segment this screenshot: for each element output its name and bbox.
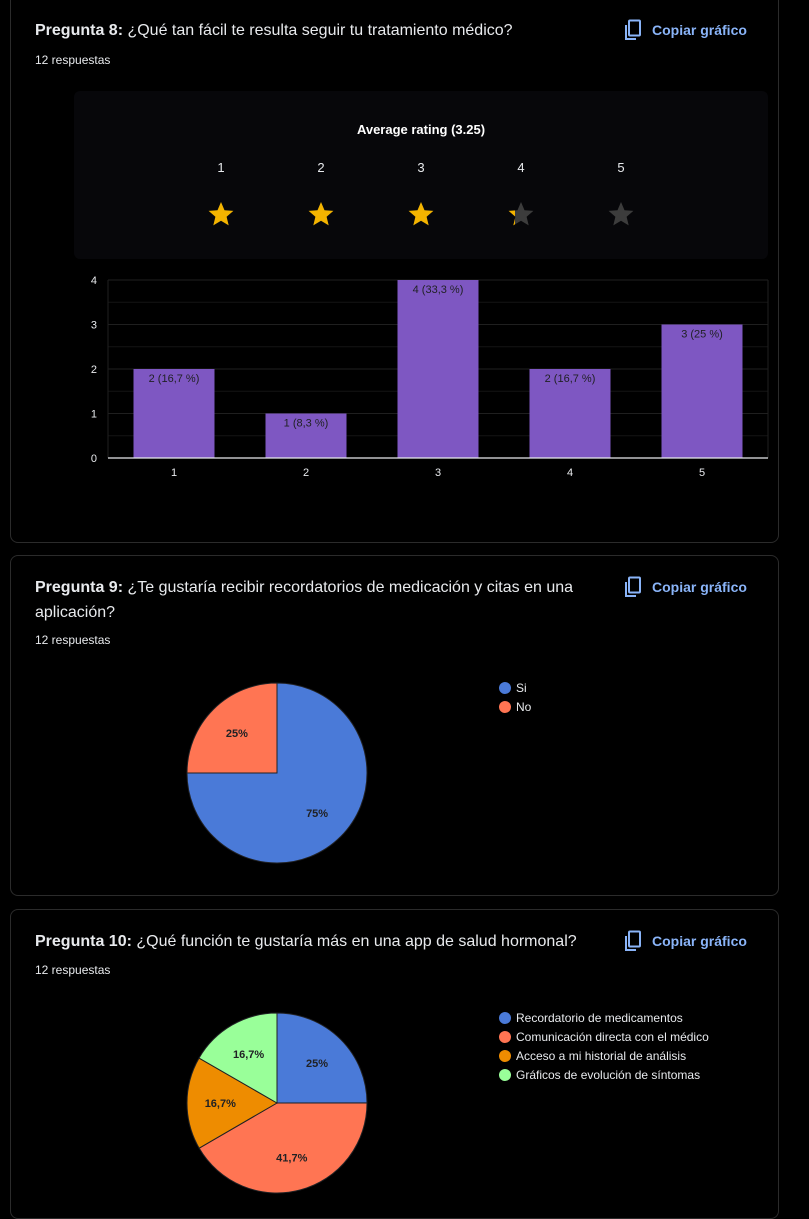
- question-text: ¿Te gustaría recibir recordatorios de me…: [35, 579, 574, 621]
- copy-chart-label: Copiar gráfico: [652, 579, 747, 595]
- star-icon: [308, 202, 334, 226]
- bar: [397, 280, 479, 458]
- question-text: ¿Qué función te gustaría más en una app …: [131, 933, 577, 950]
- pie-slice: [198, 1012, 278, 1104]
- copy-chart-button[interactable]: Copiar gráfico: [624, 19, 747, 41]
- pie-slice-label: 16,7%: [233, 1049, 264, 1061]
- legend-label: Gráficos de evolución de síntomas: [516, 1068, 701, 1082]
- question-card-8: Pregunta 8: ¿Qué tan fácil te resulta se…: [10, 0, 779, 543]
- bar-data-label: 3 (25 %): [681, 329, 723, 341]
- legend-item: Si: [499, 681, 527, 695]
- question-number: Pregunta 9:: [35, 579, 124, 596]
- response-count: 12 respuestas: [35, 963, 111, 977]
- y-tick-label: 3: [91, 320, 97, 332]
- bar-data-label: 4 (33,3 %): [413, 284, 464, 296]
- legend-color-swatch: [499, 1069, 511, 1081]
- pie-slice: [198, 1102, 368, 1194]
- question-card-9: Pregunta 9: ¿Te gustaría recibir recorda…: [10, 555, 779, 896]
- x-tick-label: 2: [303, 467, 309, 479]
- copy-icon: [625, 576, 641, 597]
- question-title: Pregunta 10: ¿Qué función te gustaría má…: [35, 929, 595, 954]
- rating-level-label: 4: [517, 160, 525, 175]
- star-icon: [608, 202, 634, 226]
- copy-icon: [625, 930, 641, 951]
- copy-chart-button[interactable]: Copiar gráfico: [624, 930, 747, 952]
- legend-item: Recordatorio de medicamentos: [499, 1011, 683, 1025]
- legend-item: Comunicación directa con el médico: [499, 1030, 709, 1044]
- rating-level-label: 2: [317, 160, 325, 175]
- question-text: ¿Qué tan fácil te resulta seguir tu trat…: [123, 22, 513, 39]
- legend-label: Si: [516, 681, 527, 695]
- legend-item: Acceso a mi historial de análisis: [499, 1049, 686, 1063]
- legend-item: No: [499, 700, 531, 714]
- rating-level-label: 5: [617, 160, 625, 175]
- question-title: Pregunta 9: ¿Te gustaría recibir recorda…: [35, 575, 595, 625]
- legend-color-swatch: [499, 1012, 511, 1024]
- legend-color-swatch: [499, 701, 511, 713]
- question-number: Pregunta 10:: [35, 933, 132, 950]
- pie-slice-label: 25%: [226, 728, 248, 740]
- y-tick-label: 0: [91, 453, 97, 465]
- x-tick-label: 5: [699, 467, 705, 479]
- copy-chart-button[interactable]: Copiar gráfico: [624, 576, 747, 598]
- question-card-10: Pregunta 10: ¿Qué función te gustaría má…: [10, 909, 779, 1219]
- rating-level-label: 1: [217, 160, 225, 175]
- legend-color-swatch: [499, 682, 511, 694]
- pie-slice: [276, 1012, 368, 1104]
- x-tick-label: 4: [567, 467, 573, 479]
- bar: [265, 413, 347, 458]
- x-tick-label: 1: [171, 467, 177, 479]
- y-tick-label: 4: [91, 275, 97, 287]
- legend-item: Gráficos de evolución de síntomas: [499, 1068, 700, 1082]
- legend-label: Recordatorio de medicamentos: [516, 1011, 683, 1025]
- response-count: 12 respuestas: [35, 53, 111, 67]
- pie-chart: 25% 41,7% 16,7% 16,7%: [186, 1012, 368, 1194]
- bar-chart: 0 1 2 3 4 2 (16,7 %) 1 1 (8,3 %) 2 4 (33,3 %) 3 2 (…: [91, 275, 769, 479]
- y-tick-label: 2: [91, 364, 97, 376]
- legend-label: Comunicación directa con el médico: [516, 1030, 709, 1044]
- copy-chart-label: Copiar gráfico: [652, 22, 747, 38]
- pie-slice: [186, 1057, 278, 1149]
- copy-icon: [625, 19, 641, 40]
- star-icon: [508, 202, 534, 226]
- star-icon: [208, 202, 234, 226]
- pie-slice-label: 75%: [306, 808, 328, 820]
- legend-color-swatch: [499, 1050, 511, 1062]
- bar-data-label: 2 (16,7 %): [545, 373, 596, 385]
- pie-slice: [186, 682, 278, 774]
- pie-slice-label: 25%: [306, 1058, 328, 1070]
- question-title: Pregunta 8: ¿Qué tan fácil te resulta se…: [35, 18, 595, 43]
- pie-chart: 75% 25%: [186, 682, 368, 864]
- y-tick-label: 1: [91, 409, 97, 421]
- legend-color-swatch: [499, 1031, 511, 1043]
- bar-data-label: 2 (16,7 %): [149, 373, 200, 385]
- x-tick-label: 3: [435, 467, 441, 479]
- average-rating-panel: Average rating (3.25) 1 2 3 4 5: [74, 91, 768, 259]
- question-number: Pregunta 8:: [35, 22, 124, 39]
- bar: [661, 324, 743, 458]
- rating-level-label: 3: [417, 160, 425, 175]
- copy-chart-label: Copiar gráfico: [652, 933, 747, 949]
- average-rating-title: Average rating (3.25): [356, 122, 486, 137]
- legend-label: Acceso a mi historial de análisis: [516, 1049, 687, 1063]
- bar: [133, 369, 215, 458]
- star-icon: [408, 202, 434, 226]
- legend-label: No: [516, 700, 532, 714]
- response-count: 12 respuestas: [35, 633, 111, 647]
- pie-slice-label: 41,7%: [276, 1153, 307, 1165]
- bar-data-label: 1 (8,3 %): [284, 418, 329, 430]
- pie-slice-label: 16,7%: [205, 1098, 236, 1110]
- bar: [529, 369, 611, 458]
